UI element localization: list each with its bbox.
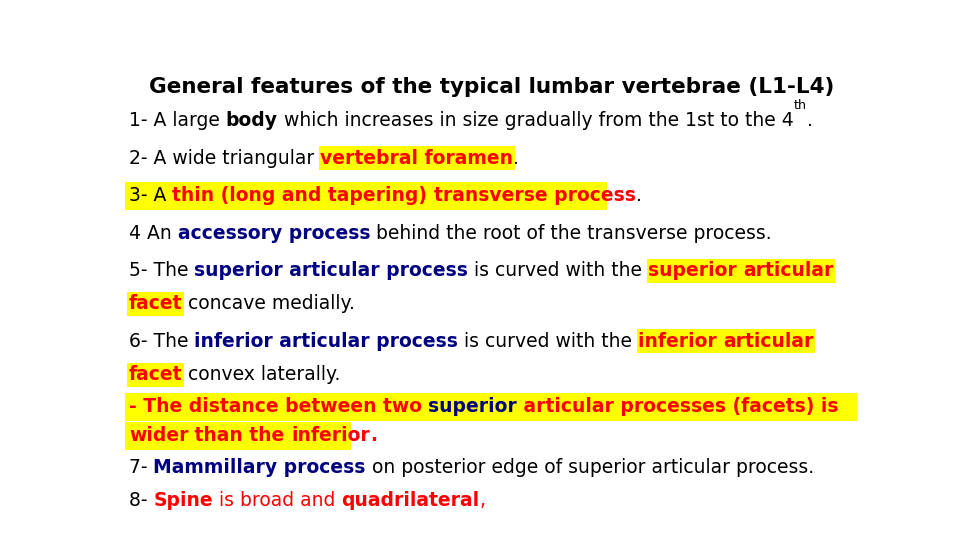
Text: on posterior edge of superior articular process.: on posterior edge of superior articular … [366,458,814,477]
Text: articular processes (facets) is: articular processes (facets) is [517,397,839,416]
Text: convex laterally.: convex laterally. [182,365,341,384]
Text: is curved with the: is curved with the [468,261,648,280]
Text: vertebral foramen: vertebral foramen [321,149,514,168]
Text: 5- The: 5- The [129,261,195,280]
Text: General features of the typical lumbar vertebrae (L1-L4): General features of the typical lumbar v… [150,77,834,97]
Text: articular: articular [744,261,834,280]
Text: inferior: inferior [638,332,724,351]
FancyBboxPatch shape [647,259,745,282]
FancyBboxPatch shape [319,146,515,170]
Text: .: . [370,426,377,445]
Text: accessory process: accessory process [178,224,371,242]
Text: .: . [514,149,519,168]
FancyBboxPatch shape [125,182,608,211]
Text: 1- A large: 1- A large [129,111,226,131]
FancyBboxPatch shape [211,489,343,512]
Text: inferior: inferior [291,426,370,445]
Text: is broad and: is broad and [213,491,342,510]
Text: .: . [806,111,812,131]
Text: wider: wider [129,426,188,445]
Text: body: body [226,111,277,131]
FancyBboxPatch shape [636,329,725,353]
Text: - The distance between two: - The distance between two [129,397,428,416]
FancyBboxPatch shape [478,489,487,512]
Text: than the: than the [188,426,291,445]
FancyBboxPatch shape [722,329,815,353]
Text: thin (long and tapering): thin (long and tapering) [172,186,434,205]
Text: 3- A: 3- A [129,186,172,205]
Text: 4 An: 4 An [129,224,178,242]
Text: concave medially.: concave medially. [182,294,355,313]
Text: 8-: 8- [129,491,154,510]
Text: facet: facet [129,365,182,384]
Text: articular: articular [724,332,814,351]
Text: behind the root of the transverse process.: behind the root of the transverse proces… [371,224,772,242]
Text: superior: superior [648,261,744,280]
Text: superior articular process: superior articular process [195,261,468,280]
Text: ,: , [480,491,486,510]
FancyBboxPatch shape [128,362,184,387]
FancyBboxPatch shape [340,489,481,512]
FancyBboxPatch shape [125,422,350,450]
Text: facet: facet [129,294,182,313]
Text: 6- The: 6- The [129,332,195,351]
Text: quadrilateral: quadrilateral [342,491,480,510]
Text: transverse process: transverse process [434,186,636,205]
Text: th: th [794,99,806,112]
Text: Spine: Spine [154,491,213,510]
Text: .: . [636,186,641,205]
Text: 7-: 7- [129,458,154,477]
Text: which increases in size gradually from the 1st to the 4: which increases in size gradually from t… [277,111,794,131]
Text: Mammillary process: Mammillary process [154,458,366,477]
Text: superior: superior [428,397,517,416]
Text: is curved with the: is curved with the [458,332,638,351]
FancyBboxPatch shape [128,292,184,316]
Text: inferior articular process: inferior articular process [195,332,458,351]
FancyBboxPatch shape [742,259,835,282]
FancyBboxPatch shape [125,393,856,421]
Text: 2- A wide triangular: 2- A wide triangular [129,149,321,168]
